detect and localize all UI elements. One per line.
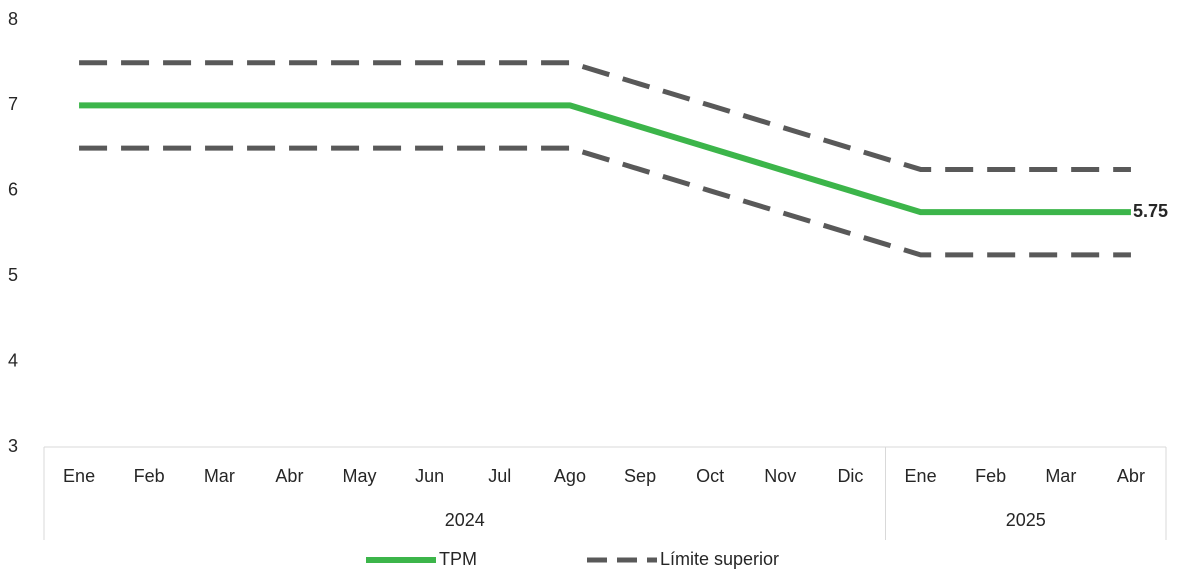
x-tick-label: Feb xyxy=(975,466,1006,486)
dashed-line xyxy=(79,145,1131,258)
group-label: 2025 xyxy=(1006,510,1046,530)
x-tick-label: Ago xyxy=(554,466,586,486)
legend-label: TPM xyxy=(439,549,477,569)
y-tick-label: 7 xyxy=(8,94,18,114)
y-tick-label: 4 xyxy=(8,350,18,370)
legend-label: Límite superior xyxy=(660,549,779,569)
x-tick-label: Ene xyxy=(905,466,937,486)
dashed-line xyxy=(79,60,1131,172)
x-tick-label: Jun xyxy=(415,466,444,486)
x-tick-label: Abr xyxy=(1117,466,1145,486)
x-tick-label: Oct xyxy=(696,466,724,486)
line xyxy=(79,102,1131,216)
x-tick-label: Mar xyxy=(204,466,235,486)
x-tick-label: Mar xyxy=(1045,466,1076,486)
data-label: 5.75 xyxy=(1133,201,1168,221)
x-tick-label: Nov xyxy=(764,466,796,486)
x-tick-label: Feb xyxy=(134,466,165,486)
y-tick-label: 6 xyxy=(8,180,18,200)
x-tick-label: Jul xyxy=(488,466,511,486)
y-tick-label: 5 xyxy=(8,265,18,285)
x-tick-label: Dic xyxy=(837,466,863,486)
x-tick-label: May xyxy=(343,466,377,486)
y-tick-label: 8 xyxy=(8,9,18,29)
x-tick-label: Sep xyxy=(624,466,656,486)
y-tick-label: 3 xyxy=(8,436,18,456)
group-label: 2024 xyxy=(445,510,485,530)
x-tick-label: Abr xyxy=(275,466,303,486)
x-tick-label: Ene xyxy=(63,466,95,486)
